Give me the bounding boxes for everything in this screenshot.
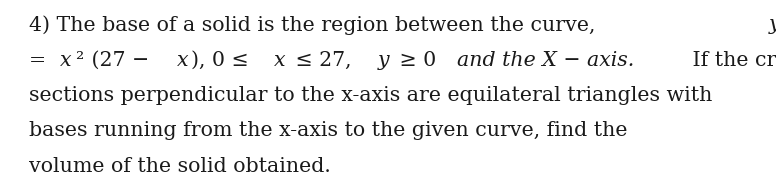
Text: ²: ² bbox=[74, 51, 83, 70]
Text: =: = bbox=[29, 51, 53, 70]
Text: y: y bbox=[378, 51, 390, 70]
Text: ≤ 27,: ≤ 27, bbox=[289, 51, 358, 70]
Text: 4) The base of a solid is the region between the curve,: 4) The base of a solid is the region bet… bbox=[29, 15, 602, 35]
Text: volume of the solid obtained.: volume of the solid obtained. bbox=[29, 157, 331, 176]
Text: ), 0 ≤: ), 0 ≤ bbox=[192, 51, 255, 70]
Text: x: x bbox=[177, 51, 188, 70]
Text: x: x bbox=[60, 51, 71, 70]
Text: (27 −: (27 − bbox=[85, 51, 156, 70]
Text: bases running from the x-axis to the given curve, find the: bases running from the x-axis to the giv… bbox=[29, 121, 628, 140]
Text: If the cross-: If the cross- bbox=[686, 51, 776, 70]
Text: and the X − axis.: and the X − axis. bbox=[457, 51, 635, 70]
Text: x: x bbox=[274, 51, 286, 70]
Text: ≥ 0: ≥ 0 bbox=[393, 51, 443, 70]
Text: sections perpendicular to the x-axis are equilateral triangles with: sections perpendicular to the x-axis are… bbox=[29, 86, 713, 105]
Text: y: y bbox=[769, 15, 776, 34]
